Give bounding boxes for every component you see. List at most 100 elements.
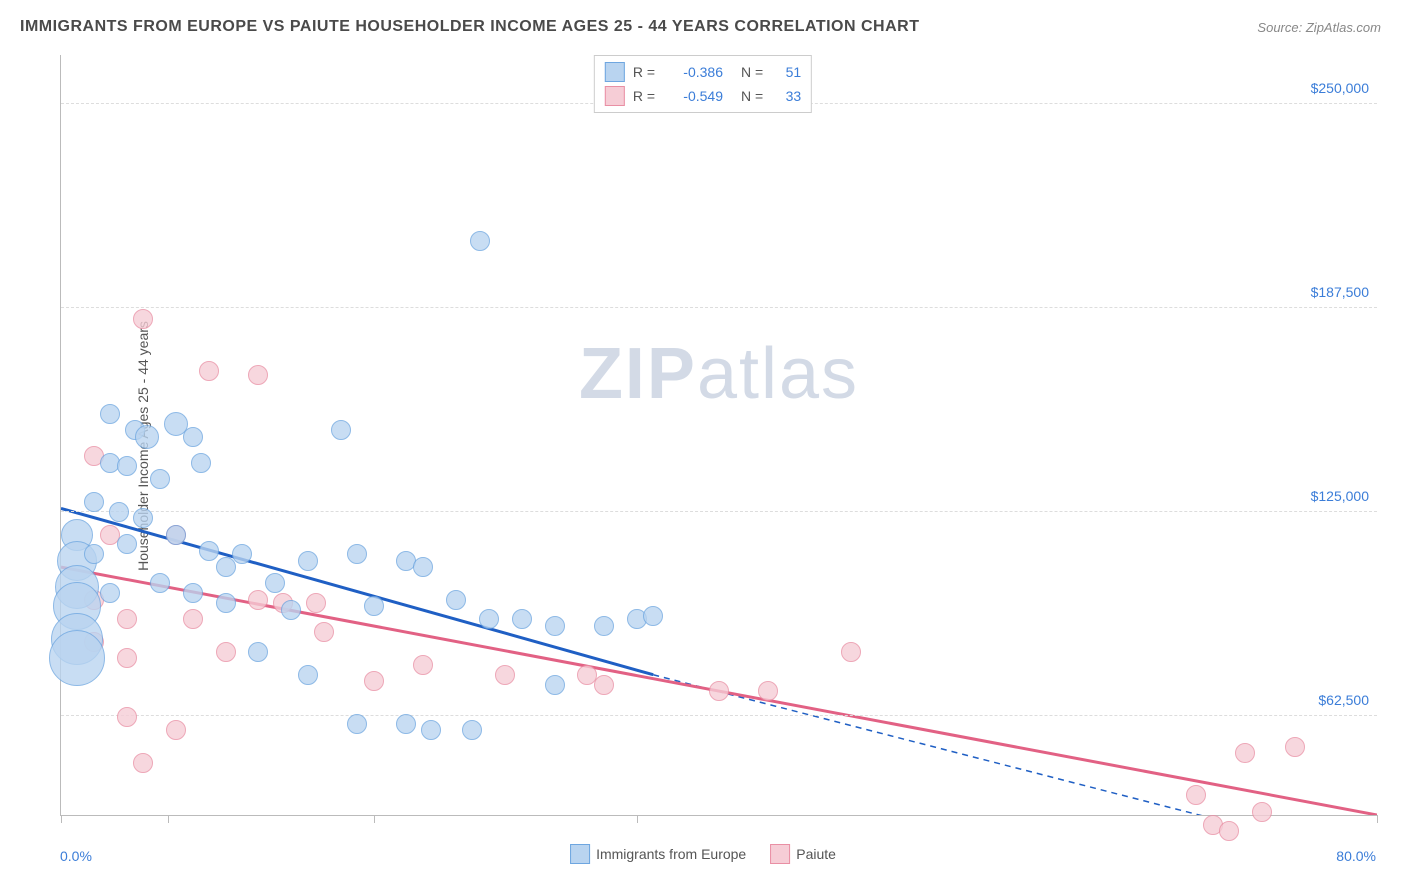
data-point-europe <box>216 593 236 613</box>
legend-item-europe: Immigrants from Europe <box>570 844 746 864</box>
r-value: -0.549 <box>663 88 723 104</box>
watermark-bold: ZIP <box>579 334 697 414</box>
source-value: ZipAtlas.com <box>1306 20 1381 35</box>
data-point-paiute <box>364 671 384 691</box>
data-point-europe <box>109 502 129 522</box>
data-point-paiute <box>758 681 778 701</box>
gridline <box>61 307 1377 308</box>
source-label: Source: <box>1257 20 1302 35</box>
r-label: R = <box>633 88 655 104</box>
data-point-paiute <box>1219 821 1239 841</box>
x-tick <box>637 815 638 823</box>
gridline <box>61 511 1377 512</box>
data-point-europe <box>216 557 236 577</box>
swatch-icon <box>605 86 625 106</box>
data-point-paiute <box>248 365 268 385</box>
data-point-paiute <box>314 622 334 642</box>
watermark: ZIPatlas <box>579 333 859 415</box>
data-point-europe <box>298 551 318 571</box>
x-tick <box>374 815 375 823</box>
data-point-paiute <box>1252 802 1272 822</box>
x-axis-max-label: 80.0% <box>1336 848 1376 864</box>
data-point-europe <box>413 557 433 577</box>
n-value: 51 <box>771 64 801 80</box>
data-point-europe <box>84 492 104 512</box>
x-axis-min-label: 0.0% <box>60 848 92 864</box>
swatch-icon <box>570 844 590 864</box>
data-point-europe <box>298 665 318 685</box>
data-point-paiute <box>594 675 614 695</box>
data-point-europe <box>396 714 416 734</box>
x-tick <box>1377 815 1378 823</box>
data-point-paiute <box>166 720 186 740</box>
data-point-paiute <box>133 753 153 773</box>
data-point-europe <box>331 420 351 440</box>
data-point-europe <box>248 642 268 662</box>
n-label: N = <box>741 88 763 104</box>
data-point-europe <box>265 573 285 593</box>
data-point-europe <box>594 616 614 636</box>
data-point-europe <box>199 541 219 561</box>
data-point-paiute <box>709 681 729 701</box>
x-tick <box>168 815 169 823</box>
chart-title: IMMIGRANTS FROM EUROPE VS PAIUTE HOUSEHO… <box>20 18 919 36</box>
data-point-paiute <box>216 642 236 662</box>
data-point-paiute <box>306 593 326 613</box>
data-point-europe <box>84 544 104 564</box>
y-tick-label: $125,000 <box>1311 488 1369 504</box>
data-point-europe <box>49 630 105 686</box>
r-value: -0.386 <box>663 64 723 80</box>
data-point-europe <box>545 616 565 636</box>
data-point-europe <box>545 675 565 695</box>
data-point-paiute <box>199 361 219 381</box>
data-point-europe <box>191 453 211 473</box>
data-point-paiute <box>841 642 861 662</box>
data-point-europe <box>470 231 490 251</box>
data-point-paiute <box>248 590 268 610</box>
swatch-icon <box>605 62 625 82</box>
legend-row-paiute: R = -0.549 N = 33 <box>605 84 801 108</box>
y-tick-label: $187,500 <box>1311 284 1369 300</box>
data-point-europe <box>100 583 120 603</box>
data-point-europe <box>364 596 384 616</box>
data-point-europe <box>421 720 441 740</box>
swatch-icon <box>770 844 790 864</box>
chart-container: IMMIGRANTS FROM EUROPE VS PAIUTE HOUSEHO… <box>0 0 1406 892</box>
data-point-europe <box>117 534 137 554</box>
data-point-paiute <box>413 655 433 675</box>
data-point-europe <box>347 544 367 564</box>
y-tick-label: $250,000 <box>1311 80 1369 96</box>
data-point-paiute <box>1235 743 1255 763</box>
data-point-europe <box>117 456 137 476</box>
trend-line <box>61 508 653 674</box>
x-tick <box>61 815 62 823</box>
data-point-europe <box>281 600 301 620</box>
data-point-europe <box>479 609 499 629</box>
n-value: 33 <box>771 88 801 104</box>
data-point-europe <box>347 714 367 734</box>
legend-label: Immigrants from Europe <box>596 846 746 862</box>
data-point-europe <box>100 404 120 424</box>
n-label: N = <box>741 64 763 80</box>
data-point-paiute <box>117 707 137 727</box>
data-point-paiute <box>1285 737 1305 757</box>
data-point-europe <box>512 609 532 629</box>
data-point-europe <box>643 606 663 626</box>
data-point-paiute <box>117 648 137 668</box>
source-attribution: Source: ZipAtlas.com <box>1257 20 1381 35</box>
data-point-paiute <box>183 609 203 629</box>
correlation-legend: R = -0.386 N = 51 R = -0.549 N = 33 <box>594 55 812 113</box>
data-point-europe <box>446 590 466 610</box>
data-point-europe <box>133 508 153 528</box>
data-point-paiute <box>1186 785 1206 805</box>
data-point-europe <box>462 720 482 740</box>
plot-area: ZIPatlas $62,500 $125,000 $187,500 $250,000 <box>60 55 1377 816</box>
data-point-europe <box>150 469 170 489</box>
legend-label: Paiute <box>796 846 836 862</box>
watermark-light: atlas <box>697 334 859 414</box>
data-point-europe <box>135 425 159 449</box>
y-tick-label: $62,500 <box>1318 692 1369 708</box>
data-point-europe <box>232 544 252 564</box>
legend-item-paiute: Paiute <box>770 844 836 864</box>
legend-row-europe: R =-0.386N =51 <box>605 60 801 84</box>
